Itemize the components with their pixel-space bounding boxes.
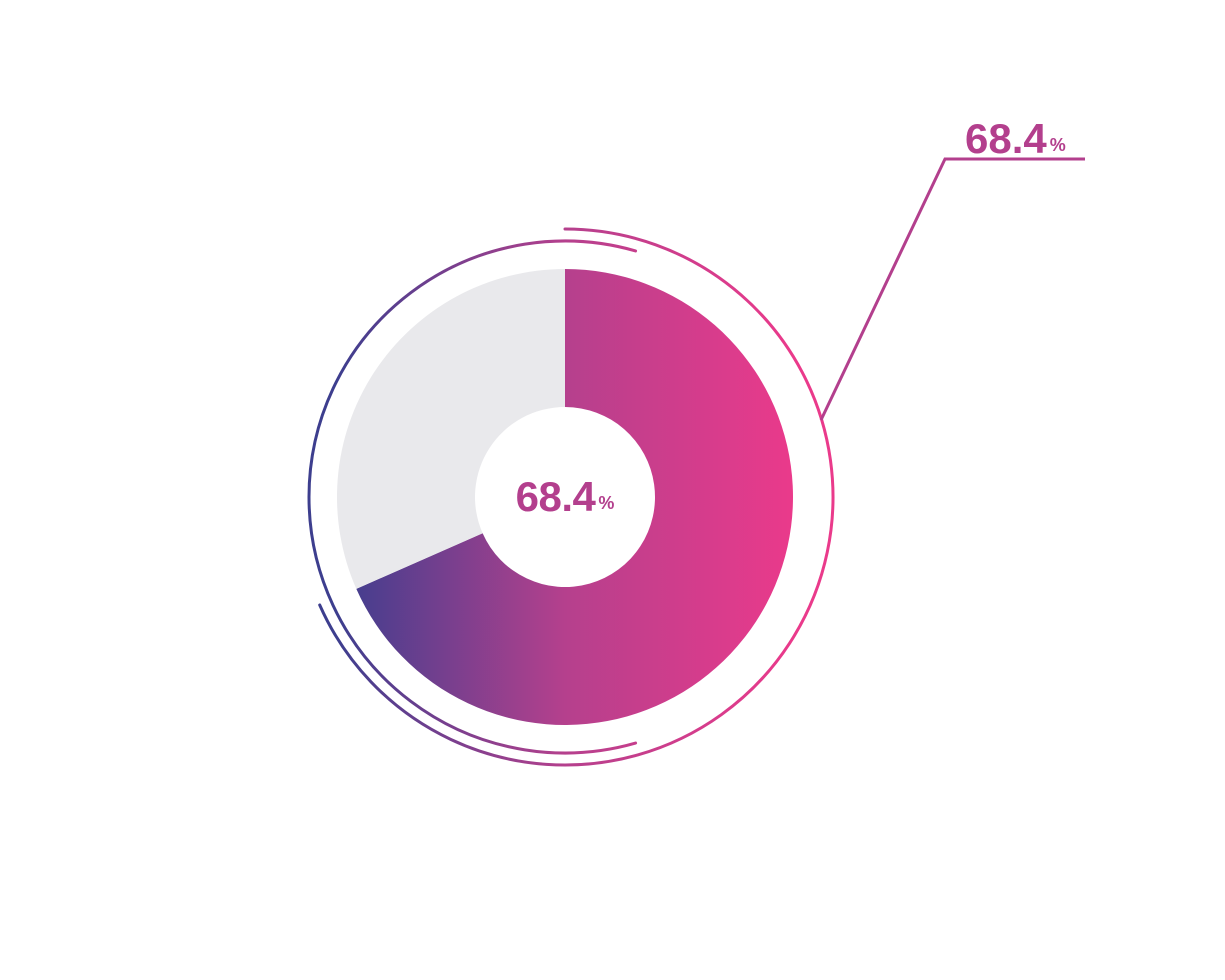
center-percentage-unit: % [598, 493, 614, 513]
chart-stage: 68.4% 68.4% [0, 0, 1225, 980]
center-percentage-label: 68.4% [516, 473, 615, 521]
callout-percentage-unit: % [1050, 135, 1066, 155]
callout-leader [821, 159, 1085, 420]
callout-percentage-value: 68.4 [965, 115, 1047, 162]
center-percentage-value: 68.4 [516, 473, 596, 520]
callout-percentage-label: 68.4% [965, 115, 1066, 163]
